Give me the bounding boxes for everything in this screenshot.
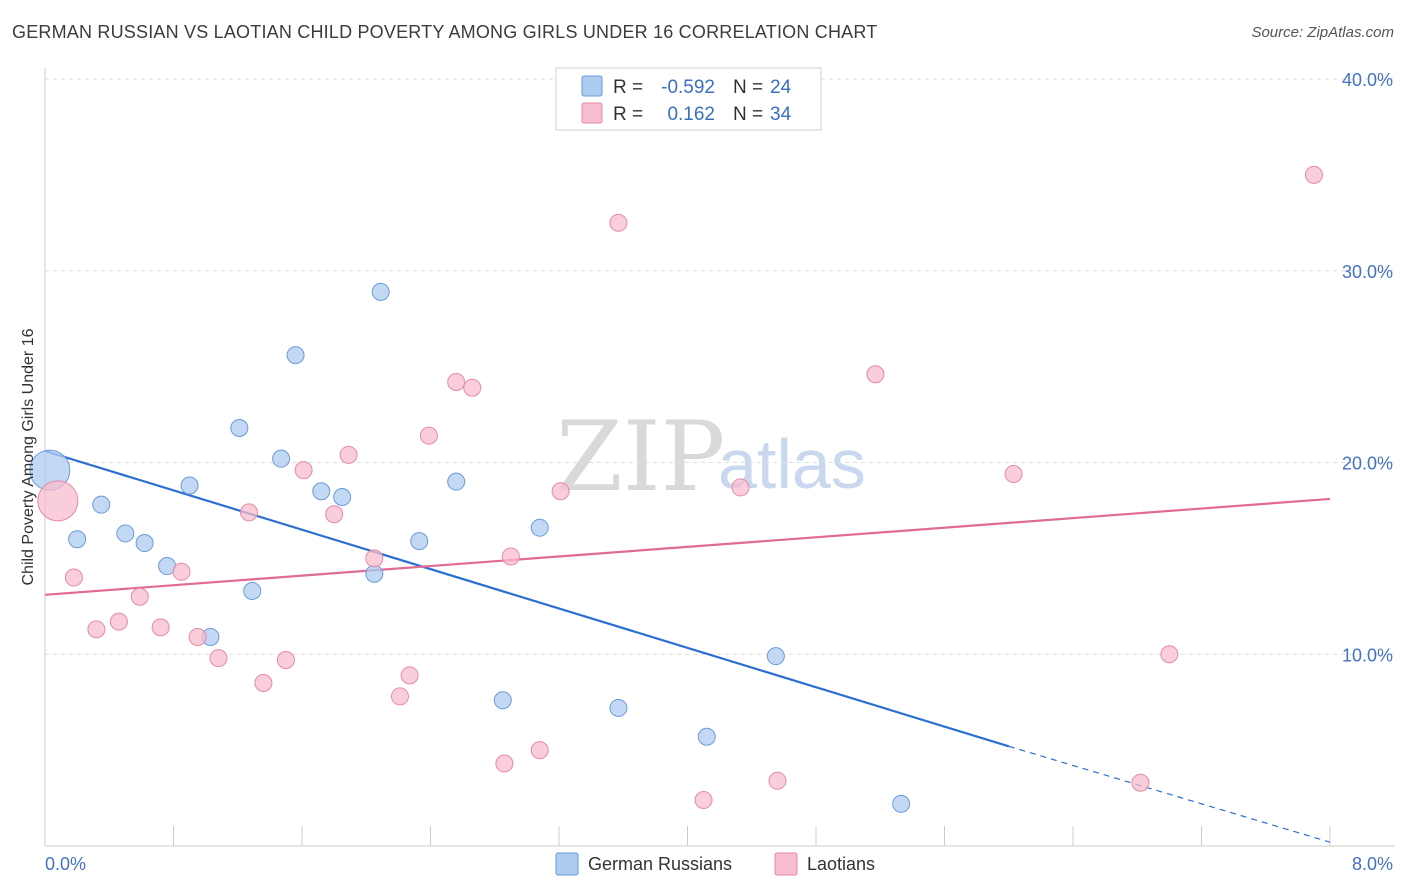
point-laotians [188, 627, 207, 646]
point-laotians [731, 478, 750, 497]
data-points [29, 165, 1323, 813]
point-laotians [37, 480, 79, 522]
bottom-legend-swatch-laotians [774, 852, 798, 876]
point-german-russians [410, 532, 429, 551]
point-german-russians [116, 524, 135, 543]
point-german-russians [243, 581, 262, 600]
legend-n-value-1: 24 [770, 77, 792, 98]
point-german-russians [333, 488, 352, 507]
bottom-legend-label-german-russians: German Russians [588, 854, 732, 874]
point-german-russians [371, 282, 390, 301]
point-german-russians [230, 418, 249, 437]
point-german-russians [892, 794, 911, 813]
chart-title: GERMAN RUSSIAN VS LAOTIAN CHILD POVERTY … [12, 22, 878, 42]
y-tick-label: 30.0% [1342, 262, 1393, 282]
legend-r-value-1: -0.592 [661, 77, 715, 98]
bottom-legend-swatch-german-russians [555, 852, 579, 876]
legend-r-label-1: R = [613, 77, 643, 98]
point-laotians [463, 378, 482, 397]
point-german-russians [180, 476, 199, 495]
point-laotians [530, 741, 549, 760]
point-german-russians [697, 727, 716, 746]
y-tick-label: 20.0% [1342, 454, 1393, 474]
legend-n-value-2: 34 [770, 104, 792, 125]
trend-line-laotians [44, 497, 1331, 596]
point-laotians [501, 547, 520, 566]
point-laotians [609, 213, 628, 232]
y-axis-title: Child Poverty Among Girls Under 16 [20, 328, 37, 585]
grid [45, 78, 1395, 655]
point-laotians [151, 618, 170, 637]
source-label: Source: ZipAtlas.com [1251, 24, 1394, 41]
point-laotians [447, 372, 466, 391]
point-german-russians [272, 449, 291, 468]
point-german-russians [447, 472, 466, 491]
legend-swatch-german-russians [581, 75, 603, 97]
point-laotians [294, 461, 313, 480]
point-laotians [495, 754, 514, 773]
bottom-legend: German Russians Laotians [555, 852, 875, 876]
point-german-russians [68, 530, 87, 549]
point-laotians [400, 666, 419, 685]
point-laotians [239, 503, 258, 522]
point-german-russians [609, 698, 628, 717]
point-laotians [87, 620, 106, 639]
x-tick-label-min: 0.0% [45, 854, 86, 874]
point-laotians [419, 426, 438, 445]
bottom-legend-label-laotians: Laotians [807, 854, 875, 874]
legend-swatch-laotians [581, 102, 603, 124]
legend-n-label-1: N = [733, 77, 763, 98]
point-laotians [551, 482, 570, 501]
y-tick-label: 40.0% [1342, 70, 1393, 90]
point-german-russians [530, 518, 549, 537]
legend-n-label-2: N = [733, 104, 763, 125]
point-german-russians [135, 534, 154, 553]
trend-lines [44, 449, 1331, 843]
point-german-russians [766, 647, 785, 666]
tick-labels: 10.0% 20.0% 30.0% 40.0% 0.0% 8.0% [45, 70, 1393, 874]
x-tick-label-max: 8.0% [1352, 854, 1393, 874]
legend: R = -0.592 N = 24 R = 0.162 N = 34 [555, 67, 822, 131]
point-laotians [172, 562, 191, 581]
legend-r-label-2: R = [613, 104, 643, 125]
point-laotians [768, 771, 787, 790]
point-laotians [130, 587, 149, 606]
point-laotians [109, 612, 128, 631]
point-german-russians [92, 495, 111, 514]
point-laotians [1131, 773, 1150, 792]
point-laotians [694, 790, 713, 809]
point-laotians [866, 365, 885, 384]
point-german-russians [493, 691, 512, 710]
point-laotians [365, 549, 384, 568]
point-laotians [1004, 465, 1023, 484]
trend-line-extension-german-russians [1008, 745, 1331, 843]
point-laotians [1160, 645, 1179, 664]
watermark-zip: ZIP [556, 401, 725, 513]
point-laotians [325, 505, 344, 524]
trend-line-german-russians [44, 449, 1010, 748]
point-laotians [276, 651, 295, 670]
legend-r-value-2: 0.162 [667, 104, 715, 125]
point-laotians [254, 674, 273, 693]
point-german-russians [365, 564, 384, 583]
point-german-russians [312, 482, 331, 501]
point-laotians [1304, 165, 1323, 184]
point-german-russians [286, 346, 305, 365]
point-laotians [390, 687, 409, 706]
point-laotians [339, 445, 358, 464]
point-laotians [209, 649, 228, 668]
point-laotians [64, 568, 83, 587]
y-tick-label: 10.0% [1342, 645, 1393, 665]
